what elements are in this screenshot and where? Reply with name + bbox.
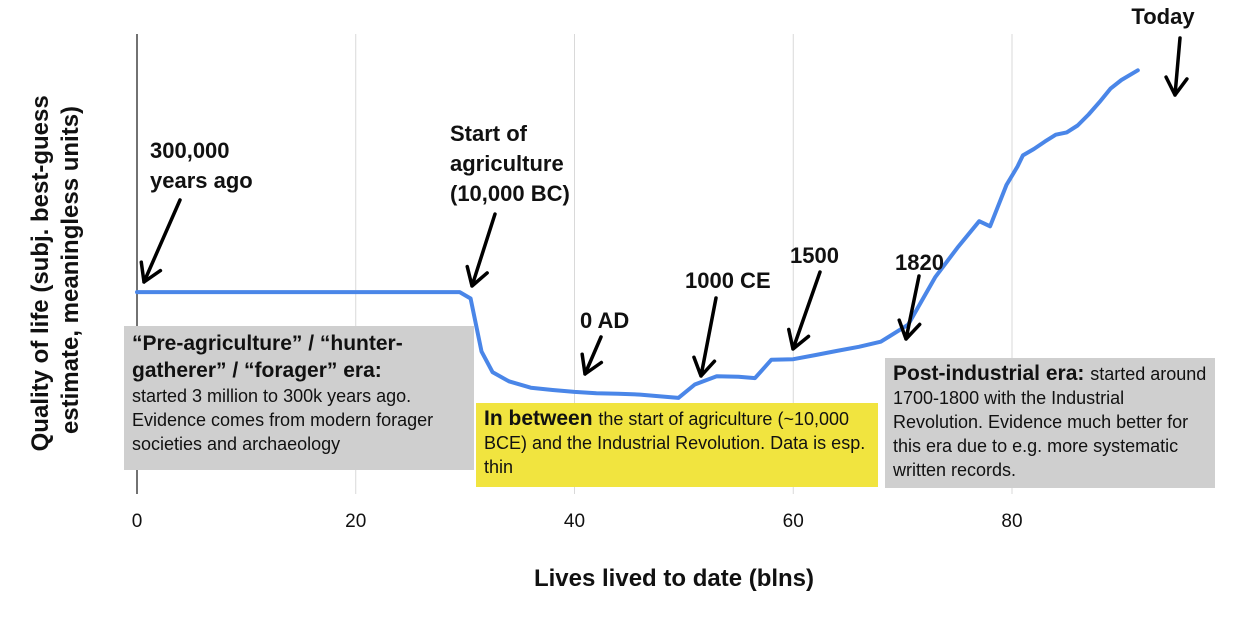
annotation-start: 300,000 years ago bbox=[150, 138, 253, 193]
arrow-ad0 bbox=[580, 335, 604, 376]
x-tick-label-0: 0 bbox=[132, 511, 143, 532]
in-between-heading: In between bbox=[484, 407, 599, 430]
pre-agriculture-heading: “Pre-agriculture” / “hunter-gatherer” / … bbox=[132, 332, 403, 382]
y-axis-title: Quality of life (subj. best-guess estima… bbox=[27, 89, 84, 452]
x-tick-label-40: 40 bbox=[564, 511, 585, 532]
annotations: 300,000 years ago Start of agriculture (10,0… bbox=[139, 4, 1195, 378]
arrow-y1500 bbox=[787, 270, 822, 351]
x-tick-label-80: 80 bbox=[1001, 511, 1022, 532]
pre-agriculture-body: started 3 million to 300k years ago. Evi… bbox=[132, 386, 434, 454]
arrow-y1820 bbox=[897, 274, 922, 341]
post-industrial-box: Post-industrial era: started around 1700… bbox=[885, 358, 1215, 488]
annotation-y1500: 1500 bbox=[790, 243, 839, 268]
arrow-agri bbox=[465, 212, 497, 288]
x-tick-label-20: 20 bbox=[345, 511, 366, 532]
post-industrial-heading: Post-industrial era: bbox=[893, 362, 1091, 385]
x-axis-title: Lives lived to date (blns) bbox=[534, 565, 814, 592]
arrow-today bbox=[1164, 36, 1189, 97]
arrow-start bbox=[139, 198, 182, 284]
y-axis-title-line-2: estimate, meaningless units) bbox=[57, 106, 84, 434]
arrow-ce1000 bbox=[692, 296, 718, 378]
in-between-body: the start of agriculture (~10,000 BCE) a… bbox=[484, 409, 866, 477]
annotation-agri: Start of agriculture (10,000 BC) bbox=[450, 121, 570, 206]
x-tick-label-60: 60 bbox=[783, 511, 804, 532]
annotation-ad0: 0 AD bbox=[580, 308, 629, 333]
x-tick-labels: 0 20 40 60 80 bbox=[132, 511, 1023, 532]
y-axis-title-line-1: Quality of life (subj. best-guess bbox=[27, 95, 54, 451]
in-between-box: In between the start of agriculture (~10… bbox=[476, 403, 878, 487]
series-line bbox=[135, 68, 1140, 400]
annotation-today: Today bbox=[1131, 4, 1195, 29]
annotation-ce1000: 1000 CE bbox=[685, 268, 771, 293]
pre-agriculture-box: “Pre-agriculture” / “hunter-gatherer” / … bbox=[124, 326, 474, 470]
post-industrial-body: started around 1700-1800 with the Indust… bbox=[893, 364, 1207, 480]
annotation-y1820: 1820 bbox=[895, 250, 944, 275]
